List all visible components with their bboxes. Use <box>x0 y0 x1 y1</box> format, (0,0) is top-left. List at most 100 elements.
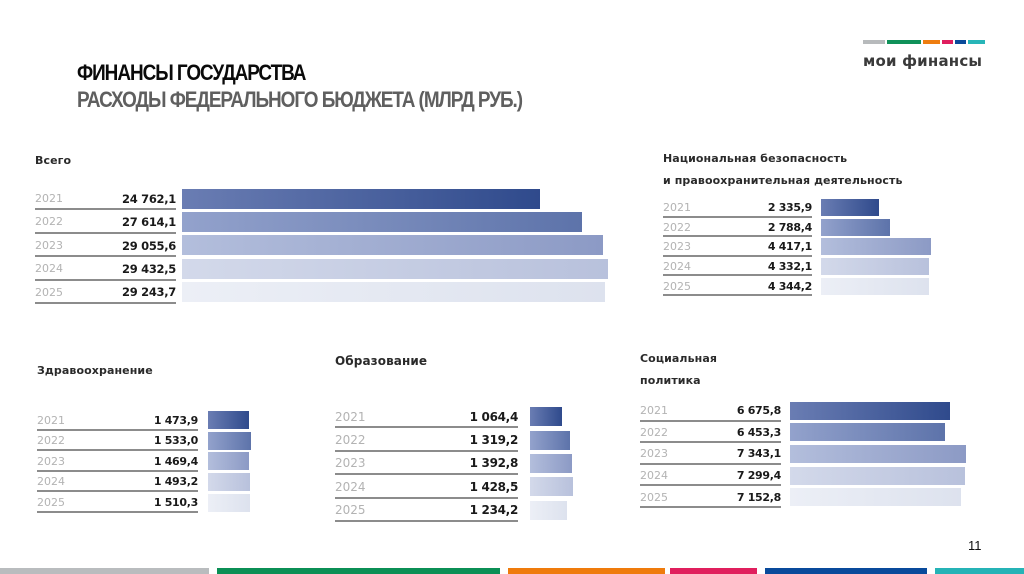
table-row: 2023 1 392,8 <box>335 452 583 476</box>
bar-2024 <box>790 466 965 485</box>
value-label: 1 469,4 <box>153 454 198 468</box>
table-row: 2023 7 343,1 <box>640 443 976 465</box>
logo-stripe-gray <box>863 40 885 44</box>
row-divider <box>35 255 176 258</box>
value-label: 4 344,2 <box>767 279 812 293</box>
logo-stripes <box>863 40 991 44</box>
table-row: 2025 29 243,7 <box>35 281 618 304</box>
value-label: 4 417,1 <box>767 240 812 254</box>
section-title-social-2: политика <box>640 374 701 387</box>
bar-2021 <box>821 199 879 217</box>
table-row: 2024 7 299,4 <box>640 465 976 487</box>
bar-2021 <box>182 188 540 209</box>
value-label: 2 335,9 <box>767 201 812 215</box>
table-row: 2024 1 493,2 <box>37 472 261 493</box>
bar-2023 <box>790 444 966 463</box>
section-title-total: Всего <box>35 154 72 167</box>
value-label: 4 332,1 <box>767 259 812 273</box>
year-label: 2023 <box>335 456 366 471</box>
value-label: 7 152,8 <box>736 490 781 504</box>
table-row: 2022 6 453,3 <box>640 422 976 444</box>
year-label: 2025 <box>640 490 668 504</box>
table-row: 2024 29 432,5 <box>35 257 618 281</box>
value-label: 1 234,2 <box>469 503 519 518</box>
row-divider <box>663 293 812 296</box>
bar-2025 <box>208 493 250 512</box>
row-divider <box>663 235 812 238</box>
bar-2024 <box>182 258 608 279</box>
year-label: 2022 <box>663 220 691 234</box>
value-label: 1 493,2 <box>153 475 198 489</box>
bar-2023 <box>208 452 249 471</box>
section-title-education: Образование <box>335 354 428 368</box>
year-label: 2023 <box>37 454 65 468</box>
footer-stripe-gray <box>0 568 209 574</box>
logo: мои финансы <box>863 40 991 70</box>
table-row: 2025 7 152,8 <box>640 486 976 508</box>
bar-2024 <box>821 258 929 276</box>
value-label: 1 319,2 <box>469 432 519 447</box>
footer-stripe-pink <box>670 568 757 574</box>
value-label: 6 453,3 <box>736 425 781 439</box>
value-label: 2 788,4 <box>767 220 812 234</box>
table-row: 2023 4 417,1 <box>663 237 941 257</box>
footer-stripe-blue <box>765 568 927 574</box>
logo-stripe-blue <box>955 40 966 44</box>
row-divider <box>35 231 176 234</box>
section-title-health: Здравоохранение <box>37 364 153 377</box>
logo-text: мои финансы <box>863 52 983 70</box>
section-title-security-1: Национальная безопасность <box>663 152 848 165</box>
row-divider <box>37 490 198 493</box>
year-label: 2023 <box>640 447 668 461</box>
year-label: 2025 <box>663 279 691 293</box>
bar-2021 <box>208 411 249 430</box>
page-number: 11 <box>968 538 982 553</box>
table-row: 2024 1 428,5 <box>335 475 583 499</box>
value-label: 27 614,1 <box>122 215 176 230</box>
page-subtitle: РАСХОДЫ ФЕДЕРАЛЬНОГО БЮДЖЕТА (МЛРД РУБ.) <box>77 87 523 112</box>
table-row: 2021 24 762,1 <box>35 187 618 211</box>
value-label: 29 243,7 <box>122 285 176 300</box>
value-label: 1 510,3 <box>153 496 198 510</box>
row-divider <box>335 449 518 452</box>
bar-2025 <box>182 282 605 303</box>
row-divider <box>335 519 518 522</box>
value-label: 1 473,9 <box>153 413 198 427</box>
table-row: 2022 2 788,4 <box>663 218 941 238</box>
year-label: 2021 <box>335 409 366 424</box>
value-label: 7 299,4 <box>736 468 781 482</box>
bar-2022 <box>821 218 890 236</box>
year-label: 2022 <box>640 425 668 439</box>
bar-2025 <box>530 500 567 520</box>
bar-2025 <box>790 488 961 507</box>
row-divider <box>35 301 176 304</box>
year-label: 2024 <box>37 475 65 489</box>
table-row: 2021 2 335,9 <box>663 198 941 218</box>
table-row: 2023 29 055,6 <box>35 234 618 258</box>
bar-2021 <box>790 401 950 420</box>
table-row: 2023 1 469,4 <box>37 451 261 472</box>
value-label: 1 533,0 <box>153 434 198 448</box>
value-label: 1 392,8 <box>469 456 519 471</box>
bar-2023 <box>530 453 572 473</box>
row-divider <box>335 496 518 499</box>
row-divider <box>663 215 812 218</box>
year-label: 2023 <box>35 238 63 252</box>
year-label: 2024 <box>663 259 691 273</box>
year-label: 2024 <box>35 262 63 276</box>
section-title-social-1: Социальная <box>640 352 718 365</box>
value-label: 1 064,4 <box>469 409 519 424</box>
year-label: 2025 <box>335 503 366 518</box>
value-label: 1 428,5 <box>469 479 519 494</box>
footer-stripe-green <box>217 568 500 574</box>
bar-2025 <box>821 277 929 295</box>
row-divider <box>640 419 781 422</box>
row-divider <box>335 473 518 476</box>
year-label: 2021 <box>663 201 691 215</box>
row-divider <box>37 449 198 452</box>
table-row: 2024 4 332,1 <box>663 257 941 277</box>
bar-2023 <box>821 238 931 256</box>
year-label: 2021 <box>37 413 65 427</box>
table-row: 2022 1 533,0 <box>37 431 261 452</box>
year-label: 2022 <box>335 432 366 447</box>
